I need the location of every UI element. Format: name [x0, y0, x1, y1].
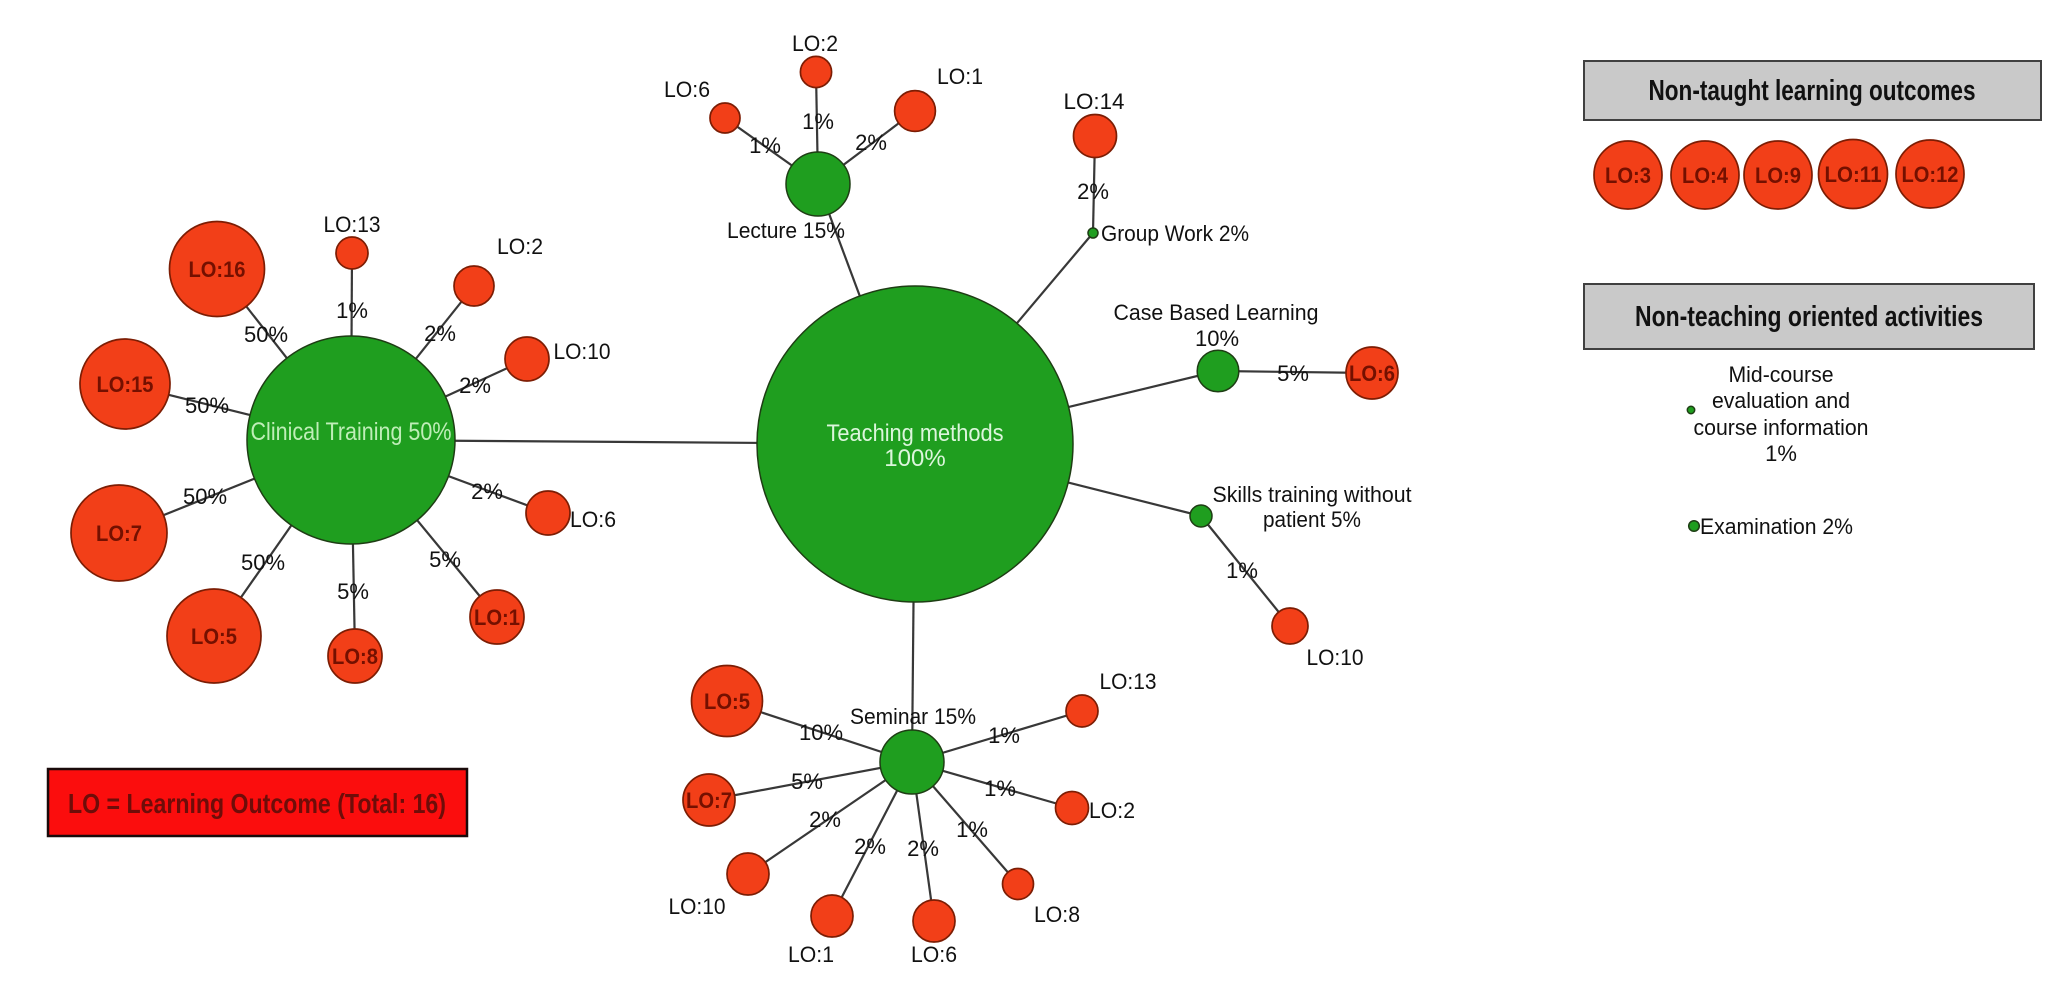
- svg-text:patient 5%: patient 5%: [1263, 507, 1361, 532]
- svg-text:LO:8: LO:8: [332, 644, 378, 669]
- svg-text:LO:11: LO:11: [1825, 162, 1882, 187]
- svg-text:2%: 2%: [1077, 179, 1109, 204]
- svg-text:1%: 1%: [1765, 441, 1797, 466]
- svg-text:100%: 100%: [884, 445, 945, 472]
- svg-text:Skills training without: Skills training without: [1213, 482, 1412, 507]
- svg-text:1%: 1%: [956, 817, 988, 842]
- svg-text:10%: 10%: [1195, 326, 1239, 351]
- svg-text:Examination 2%: Examination 2%: [1700, 514, 1853, 539]
- svg-text:LO:13: LO:13: [1100, 669, 1157, 694]
- svg-text:Group Work 2%: Group Work 2%: [1101, 221, 1249, 246]
- svg-text:LO:13: LO:13: [324, 212, 381, 237]
- svg-text:LO:2: LO:2: [1089, 798, 1135, 823]
- svg-text:Seminar 15%: Seminar 15%: [850, 704, 976, 729]
- svg-text:LO:8: LO:8: [1034, 902, 1080, 927]
- svg-text:LO:2: LO:2: [792, 31, 838, 56]
- svg-text:LO:3: LO:3: [1605, 163, 1651, 188]
- svg-text:Non-taught learning outcomes: Non-taught learning outcomes: [1649, 75, 1976, 107]
- svg-text:LO:15: LO:15: [97, 372, 154, 397]
- svg-text:LO:10: LO:10: [554, 339, 611, 364]
- svg-text:LO:6: LO:6: [664, 77, 710, 102]
- svg-text:LO:12: LO:12: [1902, 162, 1959, 187]
- svg-text:LO:1: LO:1: [937, 64, 983, 89]
- svg-text:Teaching methods: Teaching methods: [827, 420, 1004, 447]
- svg-text:50%: 50%: [185, 393, 229, 418]
- svg-text:LO:6: LO:6: [911, 942, 957, 967]
- svg-text:10%: 10%: [799, 720, 843, 745]
- svg-text:LO:5: LO:5: [704, 689, 750, 714]
- svg-text:50%: 50%: [241, 550, 285, 575]
- svg-text:2%: 2%: [855, 130, 887, 155]
- svg-text:1%: 1%: [1226, 558, 1258, 583]
- svg-text:Mid-course: Mid-course: [1729, 362, 1834, 387]
- svg-text:5%: 5%: [337, 579, 369, 604]
- svg-text:LO:2: LO:2: [497, 234, 543, 259]
- svg-text:2%: 2%: [459, 373, 491, 398]
- svg-text:5%: 5%: [1277, 361, 1309, 386]
- svg-text:LO:14: LO:14: [1064, 89, 1125, 114]
- svg-text:Case Based Learning: Case Based Learning: [1114, 300, 1319, 325]
- svg-text:50%: 50%: [183, 484, 227, 509]
- svg-text:LO:1: LO:1: [474, 605, 520, 630]
- svg-text:1%: 1%: [802, 109, 834, 134]
- svg-text:LO:10: LO:10: [1307, 645, 1364, 670]
- svg-text:1%: 1%: [336, 298, 368, 323]
- svg-text:LO:7: LO:7: [686, 788, 732, 813]
- svg-text:1%: 1%: [988, 723, 1020, 748]
- svg-text:5%: 5%: [429, 547, 461, 572]
- svg-text:50%: 50%: [244, 322, 288, 347]
- svg-text:LO:4: LO:4: [1682, 163, 1729, 188]
- svg-text:2%: 2%: [809, 807, 841, 832]
- svg-text:course information: course information: [1694, 415, 1869, 440]
- svg-text:1%: 1%: [749, 133, 781, 158]
- svg-text:2%: 2%: [471, 479, 503, 504]
- svg-text:Clinical Training 50%: Clinical Training 50%: [251, 418, 452, 446]
- svg-text:2%: 2%: [424, 321, 456, 346]
- svg-text:LO:7: LO:7: [96, 521, 142, 546]
- svg-text:LO:10: LO:10: [669, 894, 726, 919]
- svg-text:LO:6: LO:6: [570, 507, 616, 532]
- svg-text:evaluation and: evaluation and: [1712, 388, 1850, 413]
- svg-text:Non-teaching oriented activiti: Non-teaching oriented activities: [1635, 301, 1983, 333]
- svg-text:LO:16: LO:16: [189, 257, 246, 282]
- svg-text:Lecture 15%: Lecture 15%: [727, 218, 845, 243]
- svg-text:1%: 1%: [984, 776, 1016, 801]
- svg-text:LO:9: LO:9: [1755, 163, 1801, 188]
- svg-text:LO:1: LO:1: [788, 942, 834, 967]
- svg-text:LO:6: LO:6: [1349, 361, 1395, 386]
- svg-text:5%: 5%: [791, 769, 823, 794]
- svg-text:LO:5: LO:5: [191, 624, 237, 649]
- svg-text:2%: 2%: [907, 836, 939, 861]
- svg-text:2%: 2%: [854, 834, 886, 859]
- svg-text:LO = Learning Outcome (Total:: LO = Learning Outcome (Total: 16): [68, 788, 446, 819]
